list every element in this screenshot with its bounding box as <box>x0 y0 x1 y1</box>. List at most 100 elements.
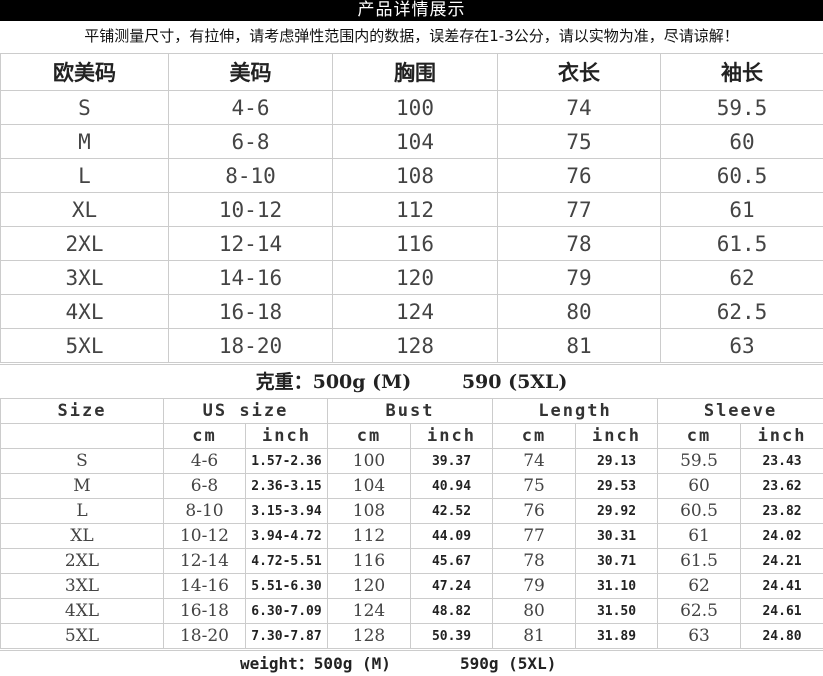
table-cell: 胸围 <box>333 54 498 91</box>
table-cell: 23.82 <box>741 499 823 524</box>
table-cell: 29.92 <box>576 499 658 524</box>
header-row: 欧美码美码胸围衣长袖长 <box>1 54 823 91</box>
table-cell: 24.02 <box>741 524 823 549</box>
table-cell: inch <box>576 424 658 449</box>
table-cell: 3.15-3.94 <box>246 499 328 524</box>
table-cell: 124 <box>328 599 411 624</box>
table-cell: 18-20 <box>169 329 333 363</box>
table-cell: 5.51-6.30 <box>246 574 328 599</box>
table-cell: 4XL <box>1 295 169 329</box>
table-cell: 61.5 <box>658 549 741 574</box>
table-cell: 76 <box>493 499 576 524</box>
table-cell: 40.94 <box>411 474 493 499</box>
table-cell: 112 <box>333 193 498 227</box>
table-cell: 8-10 <box>164 499 246 524</box>
table-cell: 75 <box>493 474 576 499</box>
table-cell: 31.50 <box>576 599 658 624</box>
table-cell: 2XL <box>1 227 169 261</box>
table-cell: 60 <box>661 125 823 159</box>
measurement-note: 平铺测量尺寸，有拉伸，请考虑弹性范围内的数据，误差存在1-3公分，请以实物为准，… <box>0 21 823 51</box>
table-cell: L <box>1 159 169 193</box>
table-cell <box>1 424 164 449</box>
table-cell: L <box>1 499 164 524</box>
table-cell: US size <box>164 399 328 424</box>
table-cell: 24.21 <box>741 549 823 574</box>
table-cell: 108 <box>333 159 498 193</box>
table-cell: 48.82 <box>411 599 493 624</box>
table-cell: 30.71 <box>576 549 658 574</box>
table-cell: 75 <box>498 125 661 159</box>
table-cell: 128 <box>333 329 498 363</box>
table-cell: Bust <box>328 399 493 424</box>
table-cell: inch <box>411 424 493 449</box>
table-cell: 1.57-2.36 <box>246 449 328 474</box>
table-cell: 2XL <box>1 549 164 574</box>
table-cell: 6-8 <box>164 474 246 499</box>
table-cell: 61 <box>661 193 823 227</box>
table-cell: Sleeve <box>658 399 823 424</box>
table-cell: 60.5 <box>658 499 741 524</box>
table-cell: 74 <box>498 91 661 125</box>
table-cell: 81 <box>493 624 576 649</box>
table-cell: 100 <box>328 449 411 474</box>
table-cell: 29.13 <box>576 449 658 474</box>
table-cell: Size <box>1 399 164 424</box>
table-cell: cm <box>328 424 411 449</box>
table-cell: 74 <box>493 449 576 474</box>
table-cell: 63 <box>661 329 823 363</box>
table-cell: 78 <box>493 549 576 574</box>
table-cell: M <box>1 474 164 499</box>
table-cell: 5XL <box>1 624 164 649</box>
table-cell: 78 <box>498 227 661 261</box>
table-cell: 39.37 <box>411 449 493 474</box>
table-cell: 61 <box>658 524 741 549</box>
table-cell: 31.10 <box>576 574 658 599</box>
table-cell: inch <box>246 424 328 449</box>
table-cell: 16-18 <box>169 295 333 329</box>
table-cell: 112 <box>328 524 411 549</box>
table-cell: 16-18 <box>164 599 246 624</box>
table-cell: 10-12 <box>164 524 246 549</box>
table-cell: 3.94-4.72 <box>246 524 328 549</box>
table-cell: 14-16 <box>164 574 246 599</box>
table-cell: 3XL <box>1 574 164 599</box>
table-cell: cm <box>493 424 576 449</box>
table-cell: 6-8 <box>169 125 333 159</box>
table-cell: XL <box>1 193 169 227</box>
table-cell: 8-10 <box>169 159 333 193</box>
table-cell: 12-14 <box>169 227 333 261</box>
table-cell: 120 <box>328 574 411 599</box>
table-cell: 45.67 <box>411 549 493 574</box>
table-cell: 61.5 <box>661 227 823 261</box>
table-cell: cm <box>164 424 246 449</box>
table-cell: 116 <box>328 549 411 574</box>
table-cell: 77 <box>493 524 576 549</box>
table-cell: 108 <box>328 499 411 524</box>
table-cell: cm <box>658 424 741 449</box>
table-cell: 47.24 <box>411 574 493 599</box>
table-cell: 23.62 <box>741 474 823 499</box>
table-cell: 29.53 <box>576 474 658 499</box>
table-cell: 104 <box>333 125 498 159</box>
table-cell: 10-12 <box>169 193 333 227</box>
table-cell: 60.5 <box>661 159 823 193</box>
table-cell: 124 <box>333 295 498 329</box>
table-cell: 62.5 <box>661 295 823 329</box>
table-cell: 24.61 <box>741 599 823 624</box>
table-cell: 14-16 <box>169 261 333 295</box>
